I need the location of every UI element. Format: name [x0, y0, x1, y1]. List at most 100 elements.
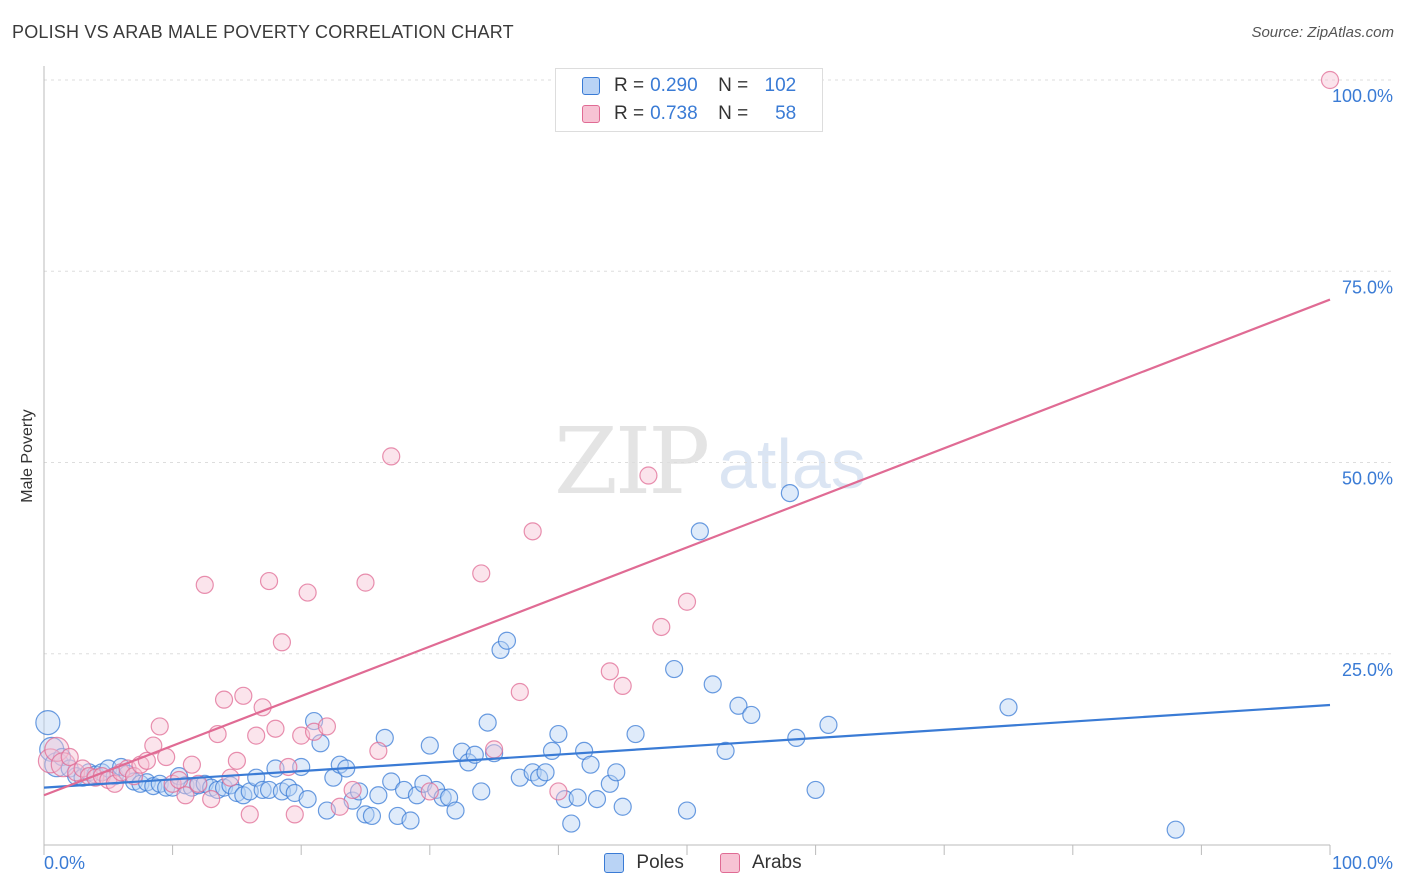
arabs-point	[298, 583, 317, 602]
arabs-point	[240, 805, 259, 824]
arabs-n-value: 58	[775, 103, 797, 124]
poles-point	[542, 741, 562, 761]
poles-point	[401, 811, 420, 830]
poles-point	[999, 698, 1018, 717]
poles-point	[491, 640, 510, 660]
poles-legend-label: Poles	[636, 852, 684, 873]
poles-n-label: N =	[718, 75, 749, 96]
poles-point	[716, 741, 735, 761]
poles-point	[690, 522, 709, 541]
poles-point	[356, 805, 375, 824]
poles-point	[472, 782, 491, 801]
poles-point	[536, 763, 555, 782]
arabs-point	[343, 780, 362, 800]
arabs-point	[652, 617, 671, 637]
tick-labels: 25.0% 50.0% 75.0% 100.0% 0.0% 100.0%	[44, 86, 1393, 873]
arabs-point	[221, 768, 240, 787]
series-legend: Poles Arabs	[0, 852, 1406, 874]
arabs-point	[189, 774, 208, 793]
poles-point	[349, 782, 369, 801]
legend-item-poles[interactable]: Poles	[604, 852, 684, 874]
arabs-point	[420, 782, 439, 801]
poles-point	[369, 786, 388, 805]
arabs-point	[214, 690, 234, 709]
arabs-r-value: 0.738	[650, 103, 698, 124]
arabs-point	[234, 686, 253, 705]
arabs-point	[639, 466, 658, 485]
arabs-n-label: N =	[718, 103, 749, 124]
poles-point	[819, 715, 838, 734]
watermark-zip: ZIP	[554, 408, 710, 515]
arabs-points	[37, 70, 1340, 824]
poles-point	[298, 789, 317, 809]
poles-trend-line	[43, 703, 1331, 789]
arabs-point	[285, 805, 304, 824]
poles-point	[44, 752, 70, 778]
poles-point	[581, 755, 600, 774]
poles-point	[613, 797, 632, 816]
arabs-point	[176, 786, 195, 805]
poles-point	[780, 484, 799, 503]
arabs-point	[613, 676, 632, 695]
poles-point	[665, 659, 684, 679]
arabs-point	[677, 592, 697, 611]
poles-point	[420, 736, 439, 755]
grid-lines	[44, 79, 1395, 655]
arabs-point	[266, 719, 285, 738]
stats-legend: R = 0.290 N = 102 R = 0.738 N = 58	[555, 68, 823, 132]
arabs-point	[247, 726, 266, 745]
arabs-point	[472, 564, 491, 583]
arabs-point	[259, 571, 279, 591]
poles-point	[253, 780, 272, 800]
poles-point	[549, 724, 568, 744]
poles-point	[703, 675, 722, 694]
arabs-point	[182, 755, 201, 774]
arabs-point	[124, 767, 144, 786]
arabs-point	[60, 747, 79, 767]
chart-title: POLISH VS ARAB MALE POVERTY CORRELATION …	[12, 22, 514, 42]
arabs-swatch	[582, 105, 600, 123]
poles-point	[446, 801, 465, 820]
arabs-point	[150, 717, 169, 736]
legend-item-arabs[interactable]: Arabs	[719, 852, 802, 874]
legend-row-arabs: R = 0.738 N = 58	[582, 101, 796, 127]
arabs-r-label: R =	[614, 103, 645, 124]
source-label: Source: ZipAtlas.com	[1251, 24, 1394, 41]
poles-point	[626, 724, 645, 744]
arabs-point	[356, 573, 375, 592]
arabs-point	[202, 789, 221, 809]
x-tick-label-max: 100.0%	[1332, 853, 1393, 873]
poles-points	[35, 484, 1185, 839]
poles-point	[1166, 820, 1185, 839]
poles-n-value: 102	[764, 75, 797, 96]
poles-point	[607, 763, 626, 782]
poles-legend-swatch	[604, 853, 625, 873]
arabs-point	[600, 662, 619, 681]
poles-point	[311, 734, 330, 753]
y-tick-label: 50.0%	[1342, 469, 1393, 489]
poles-point	[362, 806, 382, 826]
poles-point	[806, 780, 825, 800]
poles-point	[478, 713, 497, 732]
arabs-point	[195, 575, 214, 595]
arabs-legend-swatch	[719, 853, 740, 873]
poles-r-value: 0.290	[650, 75, 698, 96]
arabs-point	[1320, 70, 1340, 90]
arabs-point	[523, 522, 542, 541]
poles-point	[562, 814, 581, 833]
arabs-point	[44, 736, 70, 762]
poles-point	[497, 631, 517, 650]
arabs-legend-label: Arabs	[751, 852, 802, 873]
arabs-point	[369, 741, 388, 761]
poles-point	[382, 772, 401, 791]
poles-point	[587, 789, 607, 809]
arabs-point	[227, 751, 246, 770]
arabs-point	[272, 633, 292, 652]
arabs-point	[485, 740, 504, 759]
poles-point	[729, 696, 748, 715]
arabs-point	[330, 797, 349, 816]
arabs-point	[382, 447, 401, 466]
legend-row-poles: R = 0.290 N = 102	[582, 73, 796, 99]
poles-point	[600, 774, 619, 793]
